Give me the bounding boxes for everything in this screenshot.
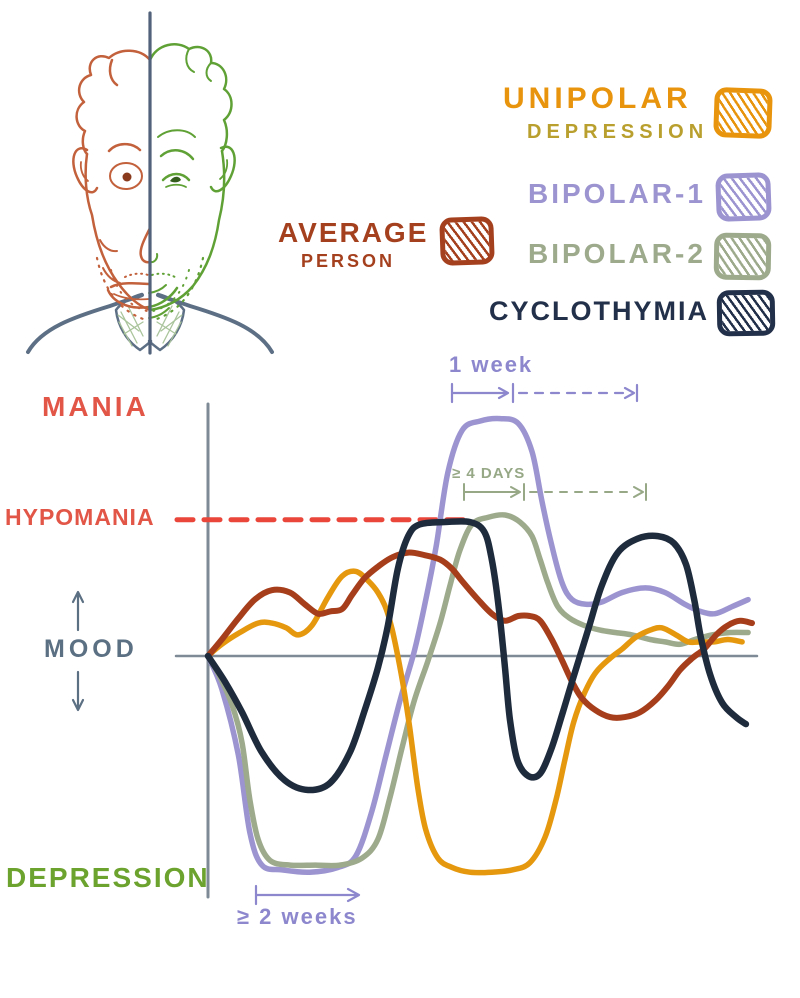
- hypomania-axis-label: HYPOMANIA: [5, 504, 155, 530]
- face-left-happy-half: [72, 49, 152, 322]
- legend-item-bipolar-2: BIPOLAR-2: [528, 238, 706, 269]
- curve-unipolar-depression: [205, 568, 745, 876]
- annotation-arrows: [254, 382, 647, 906]
- right-eye-squint: [161, 172, 191, 182]
- frowning-mouth: [147, 286, 179, 309]
- two-weeks-arrow: [254, 884, 361, 906]
- four-days-annotation: ≥ 4 DAYS: [452, 465, 526, 482]
- two-weeks-annotation: ≥ 2 weeks: [237, 904, 358, 929]
- left-eye-outline: [109, 162, 143, 190]
- one-week-annotation: 1 week: [449, 352, 534, 377]
- checked-collar: [114, 292, 186, 352]
- left-pupil: [122, 172, 132, 182]
- mood-direction-arrows: [71, 590, 85, 712]
- legend-item-cyclothymia: CYCLOTHYMIA: [489, 296, 709, 326]
- legend-item-bipolar-1: BIPOLAR-1: [528, 178, 706, 209]
- axes: [174, 402, 759, 899]
- curve-cyclothymia: [204, 518, 750, 794]
- average-person-sublabel: PERSON: [301, 251, 396, 271]
- left-stubble: [95, 256, 149, 322]
- arrow-up-icon: [71, 590, 85, 632]
- face-right-sad-half: [147, 43, 236, 322]
- mania-axis-label: MANIA: [42, 391, 149, 422]
- average-person-label: AVERAGE: [278, 217, 429, 248]
- one-week-arrow: [450, 382, 639, 404]
- curve-average-person: [205, 549, 755, 721]
- nose: [139, 226, 152, 264]
- four-days-arrow: [463, 483, 647, 501]
- right-stubble: [151, 256, 205, 322]
- left-ear: [72, 147, 99, 194]
- right-ear: [209, 145, 236, 193]
- mood-curves: [204, 415, 755, 876]
- curve-bipolar-1: [205, 415, 751, 876]
- cyclothymia-swatch: [716, 289, 776, 337]
- depression-axis-label: DEPRESSION: [6, 862, 210, 893]
- arrow-down-icon: [71, 670, 85, 712]
- bipolar-2-swatch: [713, 232, 772, 281]
- smiling-mouth: [109, 281, 151, 289]
- left-eyebrow: [107, 142, 142, 153]
- legend-item-unipolar-sublabel: DEPRESSION: [527, 121, 709, 143]
- bipolar-1-swatch: [715, 172, 772, 222]
- average-person-swatch: [439, 216, 495, 266]
- right-eyebrow: [159, 149, 195, 161]
- mood-axis-label: MOOD: [44, 635, 138, 663]
- legend-item-unipolar: UNIPOLAR: [503, 82, 692, 115]
- split-face-illustration: [26, 11, 274, 355]
- unipolar-swatch: [713, 87, 773, 139]
